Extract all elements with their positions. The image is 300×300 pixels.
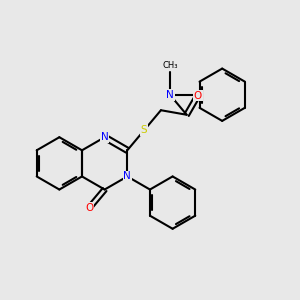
Text: CH₃: CH₃ [162, 61, 178, 70]
Text: O: O [194, 91, 202, 100]
Text: N: N [101, 132, 109, 142]
Text: N: N [123, 172, 131, 182]
Text: N: N [166, 90, 174, 100]
Text: O: O [85, 202, 94, 213]
Text: S: S [141, 125, 147, 135]
